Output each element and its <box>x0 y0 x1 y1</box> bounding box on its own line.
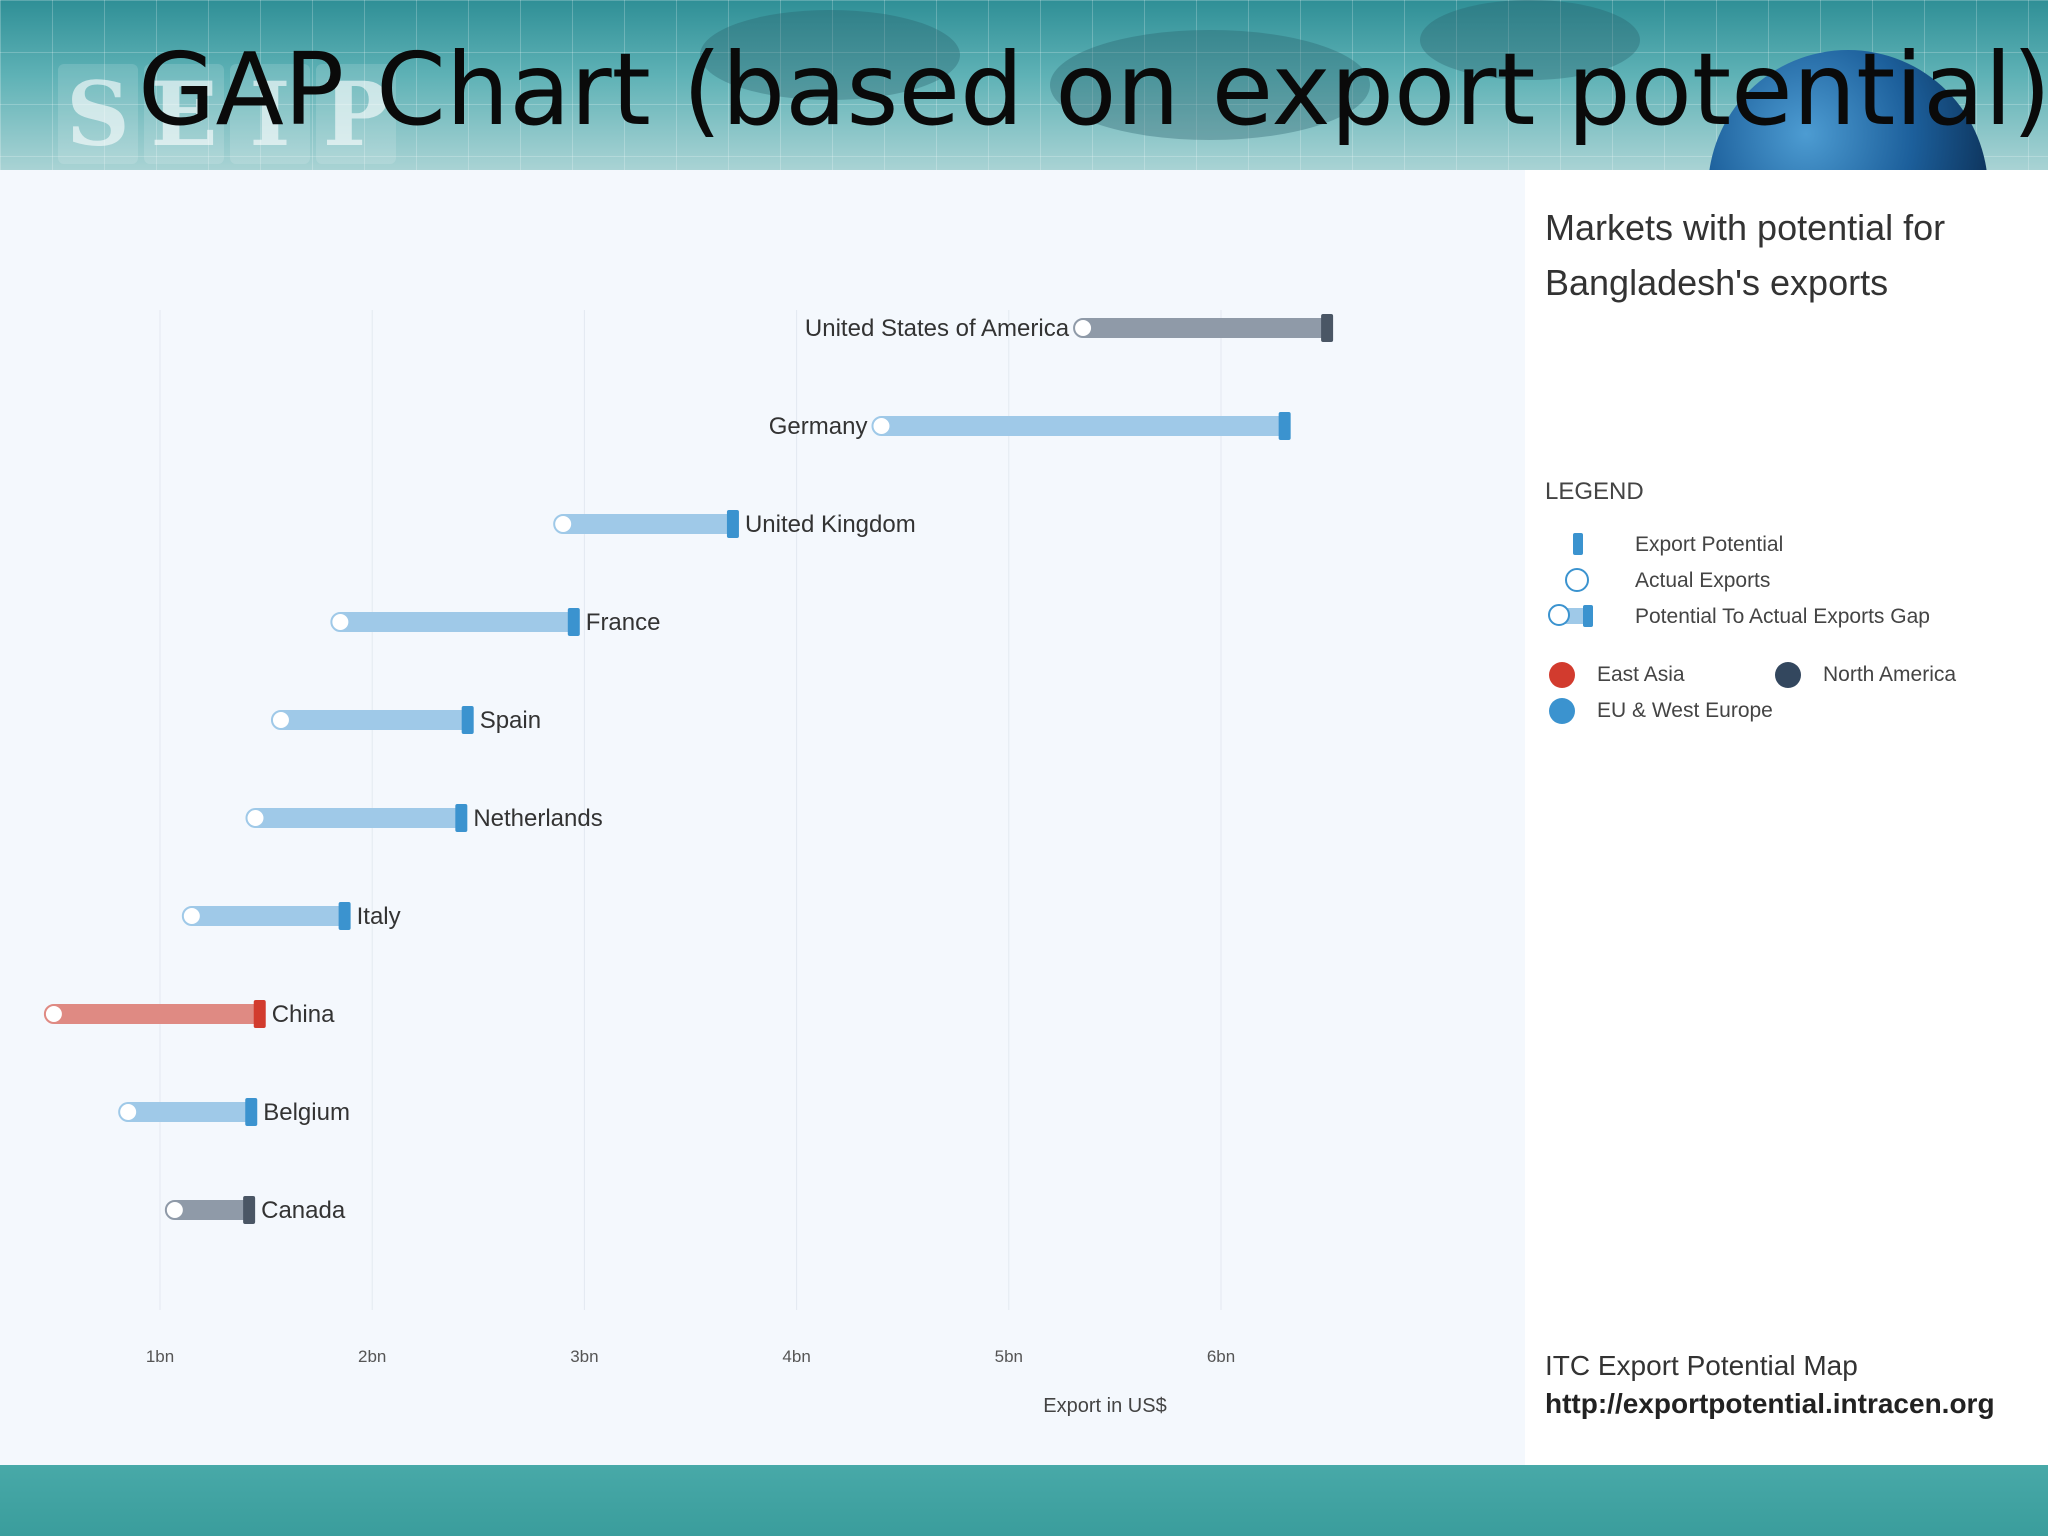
gap-bar <box>128 1102 252 1122</box>
actual-exports-marker <box>270 710 291 730</box>
gap-bar <box>881 416 1285 436</box>
actual-exports-icon <box>1545 566 1635 596</box>
actual-exports-marker <box>164 1200 185 1220</box>
x-tick-label: 3bn <box>570 1347 598 1366</box>
map-landmass-graphic <box>700 10 960 100</box>
logo-letter: S <box>58 62 138 166</box>
export-potential-marker <box>1278 412 1291 440</box>
market-label: Germany <box>769 413 868 440</box>
x-tick-label: 1bn <box>146 1347 174 1366</box>
actual-exports-marker <box>181 906 202 926</box>
region-color-dot <box>1775 662 1801 688</box>
legend-region-north-america: North America <box>1775 662 1956 688</box>
actual-exports-marker <box>118 1102 139 1122</box>
gap-bar <box>563 514 733 534</box>
export-potential-marker <box>245 1098 258 1126</box>
seip-logo: S E I P <box>58 62 396 166</box>
gap-chart-svg: 1bn 2bn 3bn 4bn 5bn 6bn Export in US$ United St… <box>43 310 1334 1417</box>
gap-bar <box>191 906 345 926</box>
legend-item-export-potential: Export Potential <box>1545 530 1783 560</box>
actual-exports-marker <box>553 514 574 534</box>
region-label: EU & West Europe <box>1597 699 1773 722</box>
legend-region-eu-west-europe: EU & West Europe <box>1549 698 1773 724</box>
map-landmass-graphic <box>1420 0 1640 80</box>
legend-label: Potential To Actual Exports Gap <box>1635 605 1930 628</box>
legend-title: LEGEND <box>1545 478 1644 505</box>
legend-label: Export Potential <box>1635 533 1784 556</box>
chart-title: Markets with potential for Bangladesh's … <box>1545 207 1946 303</box>
market-label: Canada <box>261 1197 346 1224</box>
market-label: United States of America <box>805 315 1070 342</box>
export-potential-marker <box>461 706 474 734</box>
region-color-dot <box>1549 662 1575 688</box>
gap-icon <box>1545 602 1635 632</box>
x-tick-label: 2bn <box>358 1347 386 1366</box>
header-grid-pattern <box>0 0 2048 170</box>
region-label: East Asia <box>1597 663 1685 686</box>
slide-header: S E I P GAP Chart (based on export poten… <box>0 0 2048 170</box>
actual-exports-marker <box>1073 318 1094 338</box>
slide-footer-bar <box>0 1465 2048 1536</box>
region-color-dot <box>1549 698 1575 724</box>
actual-exports-marker <box>330 612 351 632</box>
export-potential-marker <box>455 804 468 832</box>
actual-exports-marker <box>43 1004 64 1024</box>
gap-chart: 1bn 2bn 3bn 4bn 5bn 6bn Export in US$ United St… <box>0 170 1525 1465</box>
actual-exports-marker <box>871 416 892 436</box>
source-name: ITC Export Potential Map <box>1545 1350 1858 1381</box>
gap-bar <box>280 710 468 730</box>
logo-letter: I <box>230 62 310 166</box>
legend-item-gap: Potential To Actual Exports Gap <box>1545 602 1930 632</box>
market-label: Italy <box>357 903 401 930</box>
logo-letter: P <box>316 62 396 166</box>
source-url[interactable]: http://exportpotential.intracen.org <box>1545 1388 1995 1419</box>
gap-bar <box>255 808 462 828</box>
export-potential-marker <box>253 1000 266 1028</box>
market-label: Spain <box>480 707 541 734</box>
legend-item-actual-exports: Actual Exports <box>1545 566 1770 596</box>
market-label: Netherlands <box>473 805 602 832</box>
legend-region-east-asia: East Asia <box>1549 662 1685 688</box>
market-label: China <box>272 1001 335 1028</box>
x-tick-label: 5bn <box>995 1347 1023 1366</box>
market-label: United Kingdom <box>745 511 916 538</box>
logo-letter: E <box>144 62 224 166</box>
x-axis-label: Export in US$ <box>1043 1395 1166 1417</box>
export-potential-marker <box>726 510 739 538</box>
market-label: France <box>586 609 661 636</box>
gap-bar <box>340 612 574 632</box>
x-tick-label: 4bn <box>782 1347 810 1366</box>
export-potential-marker <box>567 608 580 636</box>
legend-label: Actual Exports <box>1635 569 1771 592</box>
x-tick-label: 6bn <box>1207 1347 1235 1366</box>
export-potential-marker <box>243 1196 256 1224</box>
export-potential-icon <box>1545 530 1635 560</box>
actual-exports-marker <box>245 808 266 828</box>
region-label: North America <box>1823 663 1957 686</box>
gap-bar <box>1083 318 1328 338</box>
gap-bar <box>174 1200 250 1220</box>
gap-bar <box>53 1004 260 1024</box>
export-potential-marker <box>1321 314 1334 342</box>
market-label: Belgium <box>263 1099 350 1126</box>
slide-title: GAP Chart (based on export potential) <box>138 31 2048 148</box>
legend-panel: Markets with potential for Bangladesh's … <box>1525 170 2048 1465</box>
export-potential-marker <box>338 902 351 930</box>
map-landmass-graphic <box>1050 30 1370 140</box>
